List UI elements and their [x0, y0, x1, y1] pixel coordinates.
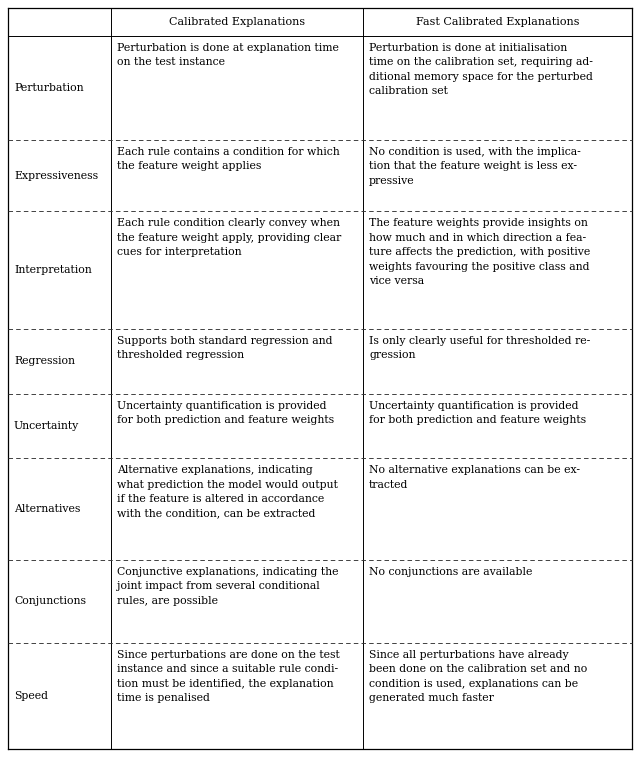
Text: Each rule contains a condition for which
the feature weight applies: Each rule contains a condition for which… — [117, 147, 340, 171]
Text: Uncertainty quantification is provided
for both prediction and feature weights: Uncertainty quantification is provided f… — [117, 400, 334, 425]
Text: Perturbation is done at explanation time
on the test instance: Perturbation is done at explanation time… — [117, 43, 339, 67]
Text: No conjunctions are available: No conjunctions are available — [369, 567, 532, 577]
Text: Perturbation is done at initialisation
time on the calibration set, requiring ad: Perturbation is done at initialisation t… — [369, 43, 593, 96]
Text: Each rule condition clearly convey when
the feature weight apply, providing clea: Each rule condition clearly convey when … — [117, 218, 341, 257]
Text: Conjunctions: Conjunctions — [14, 597, 86, 606]
Text: The feature weights provide insights on
how much and in which direction a fea-
t: The feature weights provide insights on … — [369, 218, 590, 286]
Text: Since all perturbations have already
been done on the calibration set and no
con: Since all perturbations have already bee… — [369, 650, 588, 703]
Text: Since perturbations are done on the test
instance and since a suitable rule cond: Since perturbations are done on the test… — [117, 650, 340, 703]
Text: No condition is used, with the implica-
tion that the feature weight is less ex-: No condition is used, with the implica- … — [369, 147, 580, 185]
Text: Uncertainty: Uncertainty — [14, 421, 79, 431]
Text: Alternatives: Alternatives — [14, 504, 81, 514]
Text: Calibrated Explanations: Calibrated Explanations — [169, 17, 305, 27]
Text: Expressiveness: Expressiveness — [14, 170, 98, 181]
Text: Fast Calibrated Explanations: Fast Calibrated Explanations — [416, 17, 579, 27]
Text: Speed: Speed — [14, 691, 48, 701]
Text: Conjunctive explanations, indicating the
joint impact from several conditional
r: Conjunctive explanations, indicating the… — [117, 567, 339, 606]
Text: Uncertainty quantification is provided
for both prediction and feature weights: Uncertainty quantification is provided f… — [369, 400, 586, 425]
Text: Is only clearly useful for thresholded re-
gression: Is only clearly useful for thresholded r… — [369, 336, 590, 360]
Text: Supports both standard regression and
thresholded regression: Supports both standard regression and th… — [117, 336, 333, 360]
Text: No alternative explanations can be ex-
tracted: No alternative explanations can be ex- t… — [369, 466, 580, 490]
Text: Regression: Regression — [14, 357, 75, 366]
Text: Alternative explanations, indicating
what prediction the model would output
if t: Alternative explanations, indicating wha… — [117, 466, 338, 519]
Text: Perturbation: Perturbation — [14, 83, 84, 93]
Text: Interpretation: Interpretation — [14, 265, 92, 276]
